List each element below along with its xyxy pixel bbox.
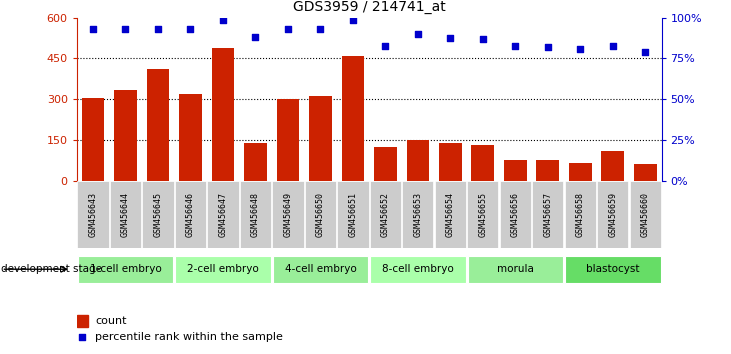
Bar bbox=[77, 256, 173, 283]
Point bbox=[575, 47, 586, 52]
Bar bbox=[439, 143, 462, 181]
Bar bbox=[468, 256, 563, 283]
Text: development stage: development stage bbox=[1, 264, 102, 274]
Bar bbox=[147, 69, 170, 181]
Text: GSM456646: GSM456646 bbox=[186, 192, 195, 237]
Bar bbox=[504, 160, 527, 181]
Text: GSM456660: GSM456660 bbox=[641, 192, 650, 237]
Text: GSM456657: GSM456657 bbox=[543, 192, 553, 237]
Point bbox=[76, 334, 88, 340]
Bar bbox=[211, 47, 235, 181]
Text: GSM456650: GSM456650 bbox=[316, 192, 325, 237]
Bar bbox=[370, 256, 466, 283]
Bar bbox=[406, 140, 429, 181]
Text: GSM456643: GSM456643 bbox=[88, 192, 97, 237]
Bar bbox=[402, 181, 433, 248]
Point bbox=[607, 43, 618, 48]
Point bbox=[510, 44, 521, 49]
Text: 8-cell embryo: 8-cell embryo bbox=[382, 264, 454, 274]
Text: GSM456659: GSM456659 bbox=[608, 192, 617, 237]
Bar bbox=[565, 256, 661, 283]
Bar bbox=[569, 163, 591, 181]
Point bbox=[379, 43, 391, 48]
Text: GSM456651: GSM456651 bbox=[349, 192, 357, 237]
Bar bbox=[341, 56, 364, 181]
Bar bbox=[143, 181, 173, 248]
Text: 4-cell embryo: 4-cell embryo bbox=[284, 264, 356, 274]
Text: count: count bbox=[95, 316, 126, 326]
Bar bbox=[305, 181, 336, 248]
Text: 2-cell embryo: 2-cell embryo bbox=[187, 264, 259, 274]
Bar bbox=[597, 181, 629, 248]
Text: morula: morula bbox=[497, 264, 534, 274]
Point bbox=[87, 26, 99, 32]
Text: GSM456647: GSM456647 bbox=[219, 192, 227, 237]
Point bbox=[217, 18, 229, 23]
Bar bbox=[537, 160, 559, 181]
Bar bbox=[240, 181, 271, 248]
Point bbox=[444, 35, 456, 40]
Bar bbox=[435, 181, 466, 248]
Bar bbox=[370, 181, 401, 248]
Bar bbox=[602, 151, 624, 181]
Text: GSM456644: GSM456644 bbox=[121, 192, 130, 237]
Bar bbox=[179, 94, 202, 181]
Bar bbox=[309, 96, 332, 181]
Text: percentile rank within the sample: percentile rank within the sample bbox=[95, 332, 283, 342]
Bar bbox=[77, 181, 109, 248]
Point bbox=[185, 27, 197, 32]
Bar bbox=[82, 98, 105, 181]
Bar bbox=[471, 145, 494, 181]
Bar bbox=[208, 181, 238, 248]
Bar bbox=[337, 181, 368, 248]
Text: GSM456649: GSM456649 bbox=[284, 192, 292, 237]
Text: GSM456655: GSM456655 bbox=[478, 192, 488, 237]
Text: 1-cell embryo: 1-cell embryo bbox=[90, 264, 162, 274]
Bar bbox=[273, 256, 368, 283]
Text: blastocyst: blastocyst bbox=[586, 264, 640, 274]
Point bbox=[152, 27, 164, 32]
Bar bbox=[565, 181, 596, 248]
Text: GSM456652: GSM456652 bbox=[381, 192, 390, 237]
Bar bbox=[273, 181, 303, 248]
Point bbox=[477, 36, 489, 42]
Bar bbox=[629, 181, 661, 248]
Bar bbox=[276, 99, 299, 181]
Text: GSM456645: GSM456645 bbox=[154, 192, 162, 237]
Point bbox=[640, 49, 651, 55]
Title: GDS3959 / 214741_at: GDS3959 / 214741_at bbox=[293, 0, 445, 14]
Bar bbox=[374, 147, 397, 181]
Bar bbox=[175, 181, 206, 248]
Point bbox=[120, 27, 132, 32]
Text: GSM456648: GSM456648 bbox=[251, 192, 260, 237]
Text: GSM456658: GSM456658 bbox=[576, 192, 585, 237]
Point bbox=[542, 44, 553, 50]
Point bbox=[412, 31, 424, 37]
Bar bbox=[77, 315, 88, 327]
Point bbox=[282, 27, 294, 32]
Bar bbox=[532, 181, 564, 248]
Point bbox=[347, 17, 359, 23]
Text: GSM456656: GSM456656 bbox=[511, 192, 520, 237]
Bar bbox=[175, 256, 270, 283]
Point bbox=[249, 34, 261, 40]
Point bbox=[314, 26, 326, 32]
Text: GSM456653: GSM456653 bbox=[414, 192, 423, 237]
Bar bbox=[244, 143, 267, 181]
Text: GSM456654: GSM456654 bbox=[446, 192, 455, 237]
Bar bbox=[467, 181, 499, 248]
Bar bbox=[110, 181, 141, 248]
Bar bbox=[114, 90, 137, 181]
Bar bbox=[500, 181, 531, 248]
Bar bbox=[634, 164, 656, 181]
